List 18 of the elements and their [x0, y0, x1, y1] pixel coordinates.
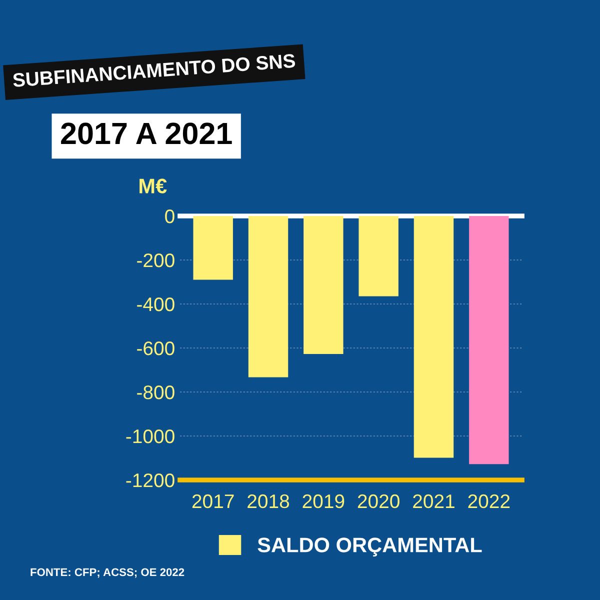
y-tick-label: -1000 [126, 429, 174, 444]
y-tick-label: -1200 [126, 473, 174, 488]
y-tick-label: 0 [165, 209, 174, 224]
y-tick-label: -600 [137, 341, 174, 356]
y-tick-label: -800 [137, 385, 174, 400]
x-tick-label: 2022 [468, 494, 510, 508]
x-tick-label: 2019 [302, 494, 344, 508]
x-tick-label: 2021 [413, 494, 454, 508]
y-tick-label: -400 [137, 297, 174, 312]
x-tick-label: 2018 [248, 494, 290, 508]
x-tick-label: 2017 [192, 494, 234, 508]
legend-label: SALDO ORÇAMENTAL [258, 538, 482, 556]
source-note: FONTE: CFP; ACSS; OE 2022 [30, 568, 184, 578]
y-tick-label: -200 [137, 253, 174, 268]
chart-title: SUBFINANCIAMENTO DO SNS [12, 54, 296, 88]
y-axis-title: M€ [140, 178, 167, 194]
x-tick-label: 2020 [358, 494, 400, 508]
chart-subtitle: 2017 A 2021 [61, 122, 232, 144]
